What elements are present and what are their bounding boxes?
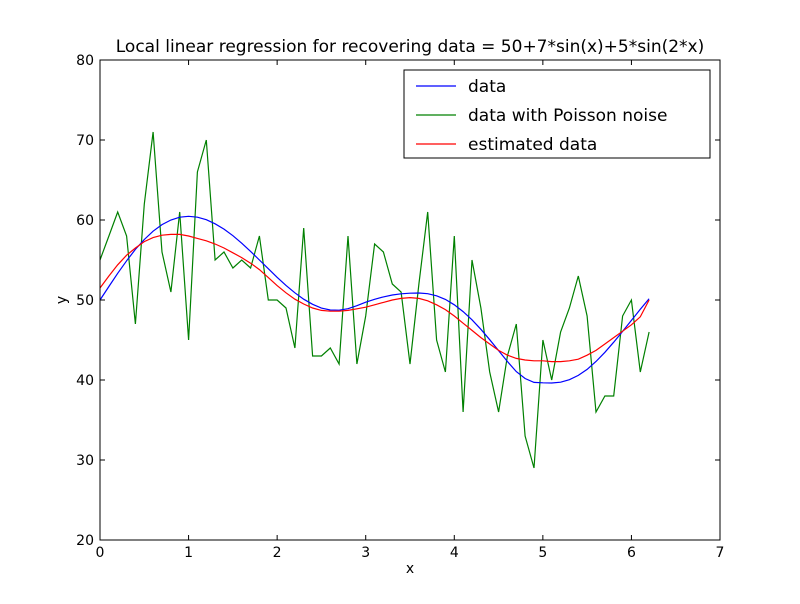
y-tick-label: 20 xyxy=(76,533,94,549)
y-axis-label: y xyxy=(54,296,70,304)
y-tick-label: 60 xyxy=(76,213,94,229)
x-tick-label: 5 xyxy=(538,545,547,561)
chart-title: Local linear regression for recovering d… xyxy=(116,37,704,57)
x-tick-label: 3 xyxy=(361,545,370,561)
legend-label: estimated data xyxy=(468,135,597,155)
legend-label: data xyxy=(468,77,506,97)
y-tick-label: 30 xyxy=(76,453,94,469)
series-line-2 xyxy=(99,233,650,363)
x-tick-label: 4 xyxy=(450,545,459,561)
x-axis-label: x xyxy=(406,561,414,577)
x-tick-label: 6 xyxy=(627,545,636,561)
x-tick-label: 2 xyxy=(273,545,282,561)
legend: data data with Poisson noise estimated dat… xyxy=(403,69,711,159)
series-line-0 xyxy=(99,215,650,384)
legend-box xyxy=(403,69,711,159)
y-tick-label: 50 xyxy=(76,293,94,309)
plot-lines xyxy=(99,131,650,469)
axis-ticks: 0 1 2 3 4 5 6 7 20 30 40 50 60 70 80 xyxy=(76,53,724,561)
x-tick-label: 7 xyxy=(716,545,725,561)
y-tick-label: 40 xyxy=(76,373,94,389)
y-tick-label: 70 xyxy=(76,133,94,149)
legend-label: data with Poisson noise xyxy=(468,106,667,126)
x-tick-label: 0 xyxy=(96,545,105,561)
series-line-1 xyxy=(99,131,650,469)
x-tick-label: 1 xyxy=(184,545,193,561)
y-tick-label: 80 xyxy=(76,53,94,69)
